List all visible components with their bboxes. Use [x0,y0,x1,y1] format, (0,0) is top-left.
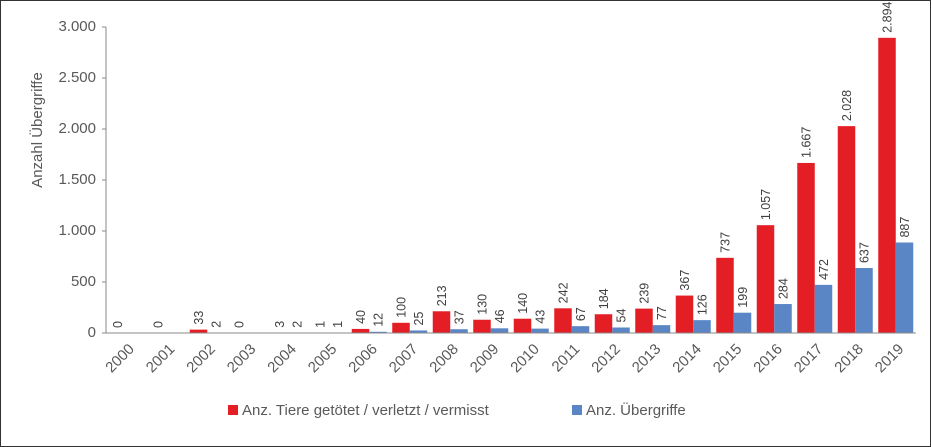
bar [594,314,613,333]
bar [693,320,711,333]
y-tick-label: 500 [71,273,96,290]
value-label: 100 [394,297,408,318]
legend-swatch [228,405,238,415]
value-label: 239 [637,283,651,304]
value-label: 12 [371,313,385,327]
value-label: 67 [574,307,588,321]
value-label: 367 [678,270,692,291]
y-axis-label: Anzahl Übergriffe [28,72,46,188]
bar [490,328,509,333]
value-label: 0 [232,321,246,328]
bar [531,328,549,333]
bar [432,311,451,333]
y-tick-label: 1.000 [58,222,96,239]
value-label: 130 [475,294,489,315]
bar [635,308,653,333]
value-label: 637 [857,242,871,263]
value-label: 242 [556,282,570,303]
value-label: 887 [898,217,912,238]
value-label: 284 [776,278,790,299]
y-tick-label: 1.500 [58,171,96,188]
bar [369,331,387,333]
value-label: 43 [533,310,547,324]
bar [392,322,410,333]
bar [675,295,694,333]
bar [554,308,572,333]
bar [878,37,896,333]
legend-label: Anz. Übergriffe [586,401,686,419]
bar [450,329,468,333]
value-label: 737 [718,232,732,253]
bar [855,268,873,333]
bar [756,225,775,333]
value-label: 2 [209,321,223,328]
y-tick-label: 0 [88,324,96,341]
bar [814,284,833,333]
value-label: 37 [452,310,466,324]
value-label: 126 [695,294,709,315]
bar [571,326,590,333]
bar [513,318,532,333]
bar [895,242,914,333]
value-label: 54 [614,309,628,323]
bar [797,162,815,333]
value-label: 199 [736,287,750,308]
bar [409,330,428,333]
value-label: 472 [817,259,831,280]
value-label: 2.894 [880,1,894,32]
bar [473,319,491,333]
bar [716,257,734,333]
y-tick-label: 3.000 [58,18,96,35]
bar [189,329,208,333]
bar [612,327,630,333]
bar [733,312,752,333]
value-label: 0 [151,321,165,328]
value-label: 1 [331,321,345,328]
value-label: 184 [597,288,611,309]
value-label: 1.057 [759,189,773,220]
bar [837,126,856,333]
value-label: 77 [655,306,669,320]
value-label: 2 [290,321,304,328]
y-tick-label: 2.500 [58,69,96,86]
bar [652,325,671,333]
value-label: 1 [313,321,327,328]
bar [351,328,370,333]
value-label: 25 [412,311,426,325]
value-label: 40 [354,310,368,324]
y-tick-label: 2.000 [58,120,96,137]
value-label: 1.667 [799,127,813,158]
value-label: 2.028 [840,90,854,121]
legend-swatch [572,405,582,415]
value-label: 213 [435,285,449,306]
value-label: 0 [111,321,125,328]
value-label: 140 [516,293,530,314]
value-label: 33 [192,311,206,325]
legend-label: Anz. Tiere getötet / verletzt / vermisst [242,402,490,419]
bar [774,304,792,333]
value-label: 3 [273,321,287,328]
value-label: 46 [493,309,507,323]
